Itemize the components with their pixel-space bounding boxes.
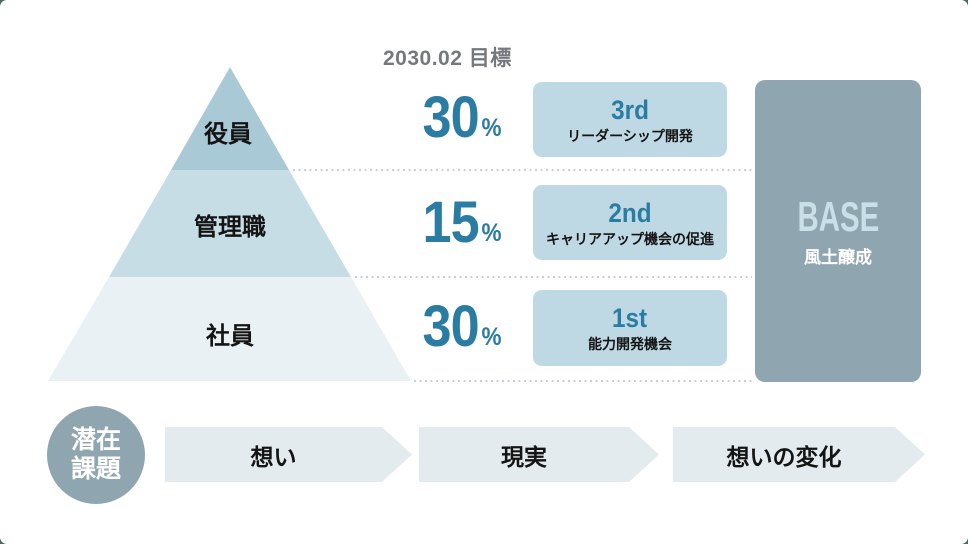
circle-text-line2: 課題: [70, 455, 121, 483]
percent-unit: %: [481, 323, 502, 351]
stage-box-1st: 1st 能力開発機会: [533, 290, 727, 366]
percent-unit: %: [481, 114, 502, 142]
percent-value: 15: [422, 190, 480, 256]
base-subtitle: 風土醸成: [804, 248, 872, 267]
stage-label: 能力開発機会: [588, 336, 672, 352]
stage-box-2nd: 2nd キャリアアップ機会の促進: [533, 185, 727, 260]
tier-label-employees: 社員: [206, 323, 254, 350]
percent-managers: 15 %: [406, 190, 518, 256]
arrow-label: 想いの変化: [726, 443, 842, 470]
arrow-label: 現実: [501, 443, 547, 470]
flow-arrow-change-of-feelings: 想いの変化: [673, 427, 925, 482]
stage-number: 1st: [612, 303, 648, 333]
percent-value: 30: [422, 294, 480, 360]
latent-issue-circle: 潜在 課題: [47, 406, 145, 504]
pyramid-tier-employees-shape: [48, 277, 411, 381]
base-title: BASE: [797, 193, 879, 240]
percent-value: 30: [422, 85, 480, 151]
circle-text-line1: 潜在: [70, 426, 121, 454]
percent-employees: 30 %: [406, 294, 518, 360]
tier-label-executives: 役員: [204, 121, 252, 148]
percent-unit: %: [481, 219, 502, 247]
stage-number: 3rd: [611, 94, 649, 125]
flow-arrow-feelings: 想い: [165, 427, 412, 482]
base-column: BASE 風土醸成: [755, 80, 921, 382]
stage-box-3rd: 3rd リーダーシップ開発: [533, 82, 727, 157]
stage-label: キャリアアップ機会の促進: [546, 230, 714, 247]
stage-number: 2nd: [608, 197, 652, 228]
pyramid-tier-managers-shape: [109, 170, 351, 277]
percent-executives: 30 %: [406, 85, 518, 151]
arrow-label: 想い: [250, 443, 297, 470]
goal-title: 2030.02 目標: [383, 47, 512, 70]
pyramid-tier-executives-shape: [171, 67, 289, 170]
tier-label-managers: 管理職: [194, 214, 266, 241]
flow-arrow-reality: 現実: [419, 427, 659, 482]
stage-label: リーダーシップ開発: [567, 127, 693, 144]
